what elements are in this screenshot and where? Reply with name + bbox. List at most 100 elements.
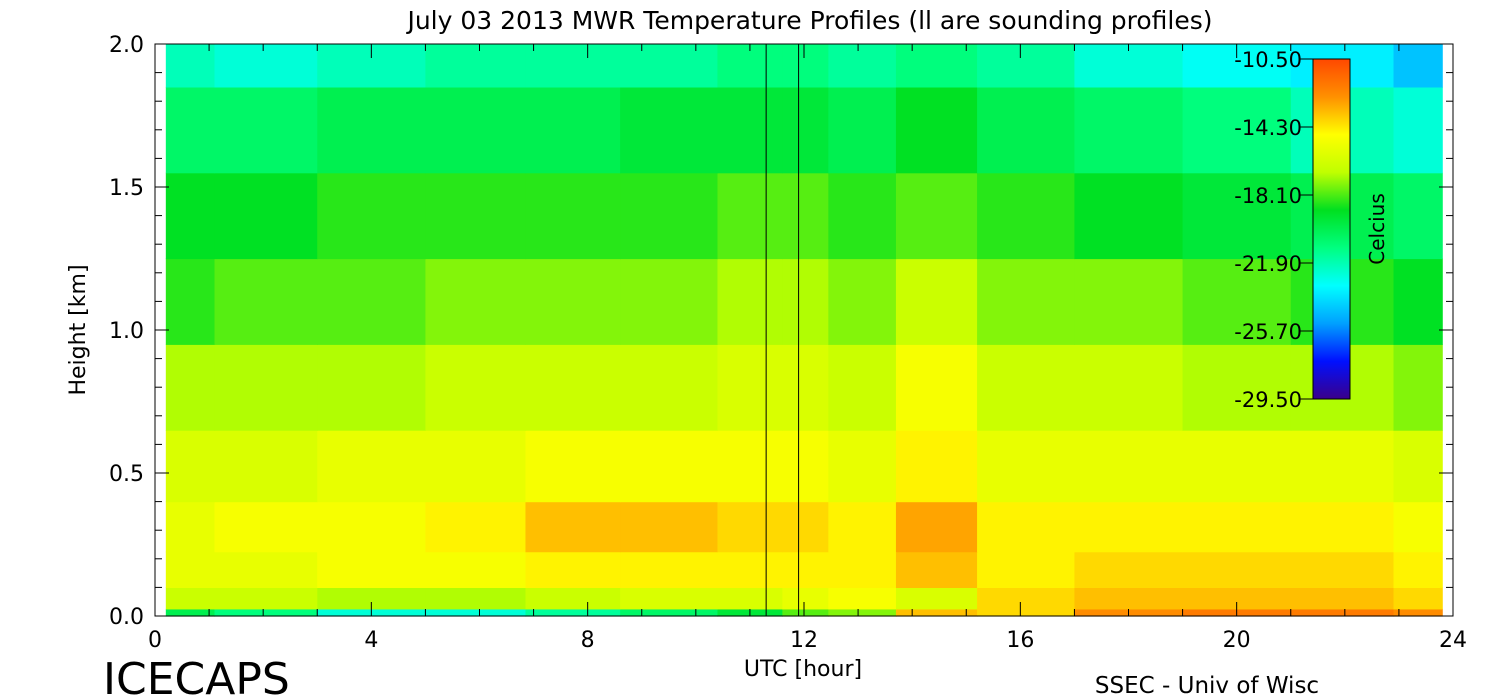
- x-axis-label: UTC [hour]: [744, 657, 862, 682]
- heatmap-cell: [828, 551, 897, 588]
- heatmap-cell: [782, 344, 829, 431]
- x-tick-label: 8: [581, 628, 595, 653]
- heatmap-cell: [525, 430, 621, 503]
- heatmap-cell: [525, 86, 621, 174]
- colorbar-tick-label: -25.70: [1234, 320, 1302, 344]
- y-axis: 0.0 0.5 1.0 1.5 2.0: [109, 33, 1453, 630]
- heatmap-cell: [1290, 608, 1395, 617]
- heatmap-cell: [782, 501, 829, 553]
- y-tick-label: 0.5: [109, 462, 144, 487]
- heatmap-cell: [1182, 86, 1292, 174]
- colorbar: -10.50 -14.30 -18.10 -21.90 -25.70 -29.50 Cel…: [1234, 48, 1389, 412]
- heatmap-cell: [717, 344, 783, 431]
- heatmap-cell: [1074, 501, 1184, 553]
- y-tick-label: 2.0: [109, 33, 144, 58]
- colorbar-tick-label: -18.10: [1234, 184, 1302, 208]
- credit-text: SSEC - Univ of Wisc: [1095, 673, 1319, 699]
- heatmap-cell: [717, 258, 783, 345]
- heatmap-cell: [525, 608, 621, 617]
- sounding-markers: [765, 44, 800, 616]
- heatmap-cell: [895, 258, 978, 345]
- heatmap-cell: [1393, 551, 1443, 588]
- heatmap-cell: [425, 44, 527, 88]
- heatmap-cell: [620, 344, 719, 431]
- heatmap-cell: [895, 587, 978, 610]
- heatmap-cell: [620, 551, 719, 588]
- heatmap-cell: [165, 258, 216, 345]
- heatmap-cell: [977, 430, 1076, 503]
- colorbar-tick-label: -21.90: [1234, 252, 1302, 276]
- heatmap-cell: [717, 172, 783, 260]
- heatmap-cell: [1074, 172, 1184, 260]
- heatmap-cell: [1182, 430, 1292, 503]
- heatmap-cell: [782, 430, 829, 503]
- heatmap-cell: [1182, 501, 1292, 553]
- heatmap-cell: [165, 172, 216, 260]
- heatmap-cell: [620, 501, 719, 553]
- y-tick-label: 0.0: [109, 605, 144, 630]
- heatmap-cell: [977, 344, 1076, 431]
- heatmap-cell: [717, 587, 783, 610]
- heatmap-cell: [620, 608, 719, 617]
- heatmap-cell: [977, 258, 1076, 345]
- heatmap-cell: [977, 44, 1076, 88]
- heatmap-cell: [525, 44, 621, 88]
- heatmap-cell: [1393, 430, 1443, 503]
- heatmap-cell: [828, 172, 897, 260]
- y-tick-label: 1.0: [109, 319, 144, 344]
- heatmap-cell: [620, 44, 719, 88]
- heatmap-cell: [317, 430, 427, 503]
- x-tick-label: 0: [148, 628, 162, 653]
- heatmap-cell: [525, 501, 621, 553]
- heatmap-cell: [425, 172, 527, 260]
- heatmap-cell: [317, 172, 427, 260]
- heatmap-cell: [214, 587, 318, 610]
- heatmap-cell: [165, 608, 216, 617]
- heatmap-cell: [425, 258, 527, 345]
- heatmap-cell: [717, 551, 783, 588]
- heatmap-cell: [828, 587, 897, 610]
- y-tick-label: 1.5: [109, 176, 144, 201]
- heatmap-cell: [317, 587, 427, 610]
- heatmap-cell: [165, 430, 216, 503]
- heatmap-cell: [895, 430, 978, 503]
- heatmap-cell: [1393, 86, 1443, 174]
- heatmap-cell: [425, 344, 527, 431]
- heatmap-cell: [214, 551, 318, 588]
- heatmap-cell: [895, 172, 978, 260]
- x-tick-label: 4: [364, 628, 378, 653]
- heatmap-cell: [1393, 344, 1443, 431]
- heatmap-cell: [782, 44, 829, 88]
- heatmap-cell: [214, 430, 318, 503]
- heatmap-cell: [525, 344, 621, 431]
- heatmap-cell: [620, 172, 719, 260]
- y-axis-label: Height [km]: [66, 264, 91, 395]
- heatmap-cell: [425, 501, 527, 553]
- heatmap-cell: [1290, 551, 1395, 588]
- heatmap-cell: [317, 86, 427, 174]
- heatmap-cell: [828, 608, 897, 617]
- heatmap-cell: [1074, 86, 1184, 174]
- heatmap-cell: [977, 608, 1076, 617]
- heatmap-cell: [620, 430, 719, 503]
- heatmap-cell: [782, 172, 829, 260]
- heatmap-cell: [828, 501, 897, 553]
- heatmap-cell: [828, 44, 897, 88]
- heatmap-cell: [165, 344, 216, 431]
- heatmap-cell: [1182, 587, 1292, 610]
- heatmap-cell: [782, 86, 829, 174]
- heatmap-cell: [1393, 587, 1443, 610]
- heatmap-cell: [977, 501, 1076, 553]
- x-tick-label: 12: [790, 628, 818, 653]
- heatmap-cell: [782, 551, 829, 588]
- heatmap-cell: [214, 501, 318, 553]
- heatmap-cell: [895, 44, 978, 88]
- heatmap-cell: [317, 258, 427, 345]
- heatmap-cell: [214, 44, 318, 88]
- heatmap-cell: [895, 501, 978, 553]
- heatmap-cell: [317, 501, 427, 553]
- heatmap-cell: [1074, 44, 1184, 88]
- heatmap-cell: [525, 587, 621, 610]
- colorbar-tick-label: -29.50: [1234, 388, 1302, 412]
